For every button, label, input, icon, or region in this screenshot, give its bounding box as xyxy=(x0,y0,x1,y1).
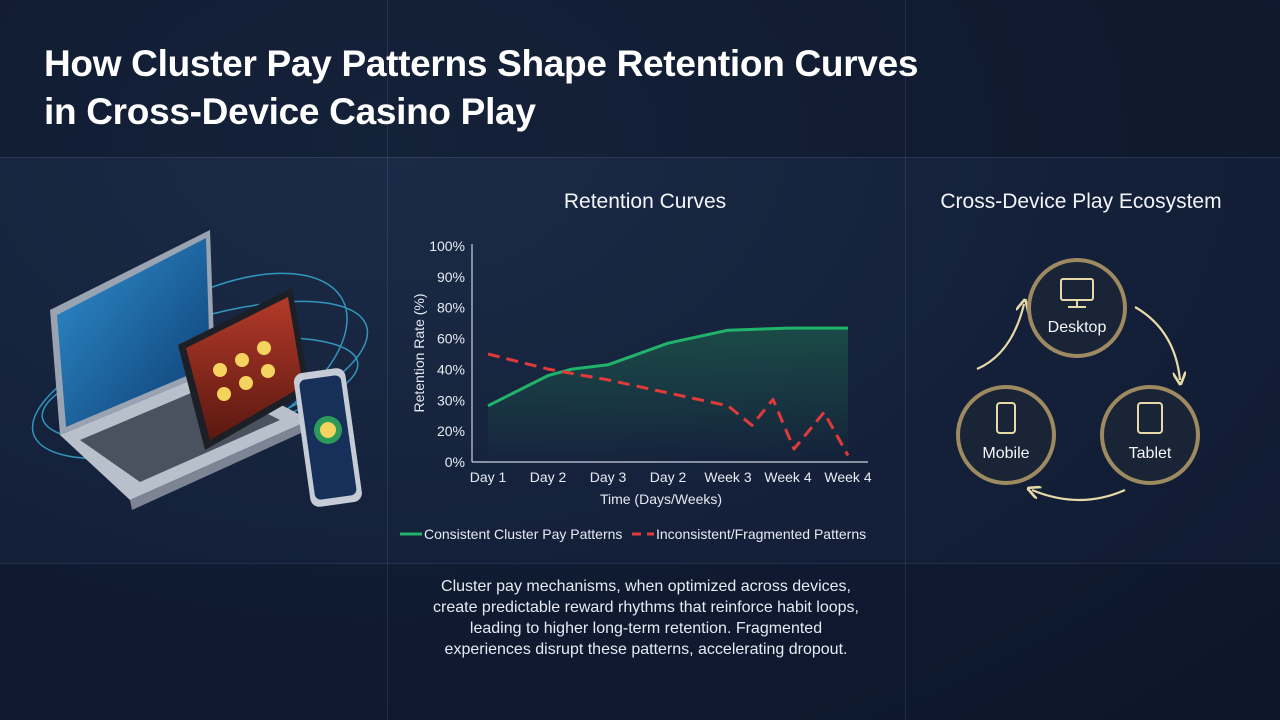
node-desktop: Desktop xyxy=(1027,258,1127,358)
y-tick-label: 80% xyxy=(437,300,465,316)
devices-illustration xyxy=(31,230,369,510)
chart-legend: Consistent Cluster Pay Patterns Inconsist… xyxy=(400,526,866,542)
desktop-icon xyxy=(1060,278,1094,308)
phone-icon xyxy=(293,368,362,507)
panel-divider-left xyxy=(387,0,388,720)
chart-title: Retention Curves xyxy=(563,190,727,213)
page-title: How Cluster Pay Patterns Shape Retention… xyxy=(44,40,1144,136)
legend-label: Consistent Cluster Pay Patterns xyxy=(424,526,622,542)
ecosystem-diagram: Desktop Mobile Tablet xyxy=(956,258,1200,502)
arrow-desktop-to-tablet xyxy=(1134,306,1180,380)
retention-chart: 0% 20% 30% 40% 60% 80% 90% 100% Day 1 Day 2 Day 3… xyxy=(400,238,872,542)
footer-divider xyxy=(0,563,1280,564)
footer-band xyxy=(0,563,1280,720)
node-tablet: Tablet xyxy=(1100,385,1200,485)
caption-line-4: experiences disrupt these patterns, acce… xyxy=(444,641,848,658)
y-tick-label: 60% xyxy=(437,331,465,347)
x-tick-label: Week 4 xyxy=(824,469,871,485)
y-tick-label: 0% xyxy=(445,454,465,470)
arrow-tablet-to-mobile xyxy=(1032,490,1126,502)
node-tablet-label: Tablet xyxy=(1129,445,1172,462)
ecosystem-title: Cross-Device Play Ecosystem xyxy=(940,190,1222,213)
mobile-icon xyxy=(996,402,1016,434)
header-divider xyxy=(0,157,1280,158)
node-desktop-label: Desktop xyxy=(1048,319,1107,336)
caption-line-3: leading to higher long-term retention. F… xyxy=(469,620,823,637)
y-tick-label: 40% xyxy=(437,361,465,377)
y-tick-label: 100% xyxy=(429,238,465,254)
page-title-line-1: How Cluster Pay Patterns Shape Retention… xyxy=(44,43,919,84)
consistent-series-area xyxy=(488,328,848,462)
y-tick-labels: 0% 20% 30% 40% 60% 80% 90% 100% xyxy=(429,238,465,470)
cycle-arrows xyxy=(976,304,1180,502)
x-tick-label: Week 3 xyxy=(704,469,751,485)
y-tick-label: 20% xyxy=(437,423,465,439)
caption-text: Cluster pay mechanisms, when optimized a… xyxy=(388,576,904,660)
x-axis-label: Time (Days/Weeks) xyxy=(600,491,722,507)
y-tick-label: 90% xyxy=(437,269,465,285)
x-tick-label: Week 4 xyxy=(764,469,811,485)
x-tick-label: Day 2 xyxy=(530,469,567,485)
x-tick-label: Day 2 xyxy=(650,469,687,485)
panel-divider-right xyxy=(905,0,906,720)
tablet-icon xyxy=(178,288,310,450)
node-mobile-label: Mobile xyxy=(982,445,1029,462)
arrow-mobile-to-desktop xyxy=(976,304,1024,371)
legend-label: Inconsistent/Fragmented Patterns xyxy=(656,526,866,542)
consistent-series-line xyxy=(487,326,848,408)
series-lines xyxy=(487,326,850,457)
caption-line-2: create predictable reward rhythms that r… xyxy=(433,599,859,616)
tablet-icon xyxy=(1137,402,1163,434)
y-axis-label: Retention Rate (%) xyxy=(411,293,427,412)
x-tick-labels: Day 1 Day 2 Day 3 Day 2 Week 3 Week 4 Week 4 xyxy=(470,469,872,485)
page-title-line-2: in Cross-Device Casino Play xyxy=(44,91,536,132)
x-tick-label: Day 3 xyxy=(590,469,627,485)
y-tick-label: 30% xyxy=(437,392,465,408)
caption-line-1: Cluster pay mechanisms, when optimized a… xyxy=(441,578,851,595)
x-tick-label: Day 1 xyxy=(470,469,507,485)
node-mobile: Mobile xyxy=(956,385,1056,485)
header-band xyxy=(0,0,1280,157)
fragmented-series-line xyxy=(487,352,850,457)
